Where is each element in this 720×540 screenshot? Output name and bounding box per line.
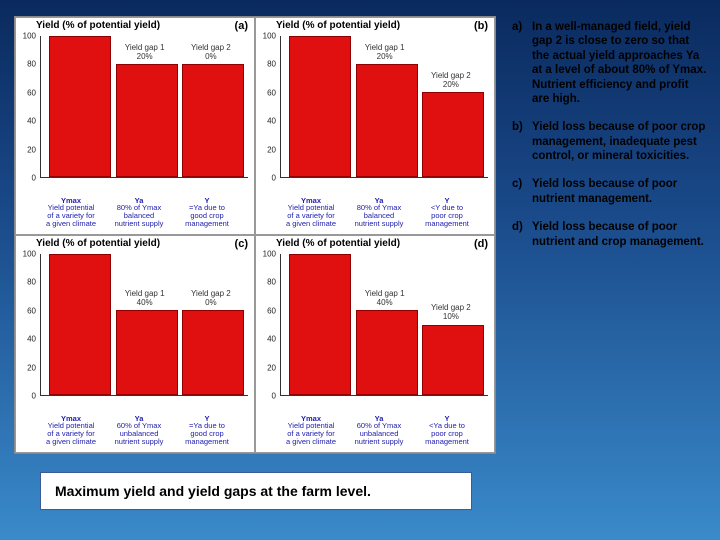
gap1-label: Yield gap 140% (120, 290, 170, 308)
gap2-label: Yield gap 210% (426, 304, 476, 322)
bar-annotation: YmaxYield potentialof a variety fora giv… (40, 415, 102, 447)
yticks: 020406080100 (20, 36, 38, 178)
note-item-a: a)In a well-managed field, yield gap 2 i… (512, 20, 708, 106)
bar (289, 36, 351, 177)
ytick: 20 (27, 145, 36, 154)
gap1-label: Yield gap 120% (360, 44, 410, 62)
note-text: Yield loss because of poor nutrient mana… (532, 177, 708, 206)
gap2-label: Yield gap 220% (426, 72, 476, 90)
yticks: 020406080100 (260, 254, 278, 396)
note-key: c) (512, 177, 532, 206)
ytick: 60 (27, 88, 36, 97)
bar-annotation: Ya60% of Ymaxunbalancednutrient supply (108, 415, 170, 447)
bar-annotation: Y<Ya due topoor cropmanagement (416, 415, 478, 447)
ytick: 0 (272, 392, 276, 401)
caption-box: Maximum yield and yield gaps at the farm… (40, 472, 472, 510)
ytick: 100 (263, 32, 276, 41)
caption-text: Maximum yield and yield gaps at the farm… (55, 483, 371, 499)
ytick: 100 (23, 250, 36, 259)
bar (49, 254, 111, 395)
note-text: Yield loss because of poor nutrient and … (532, 220, 708, 249)
ytick: 0 (32, 392, 36, 401)
ytick: 40 (267, 335, 276, 344)
bar (356, 64, 418, 177)
bar (289, 254, 351, 395)
bar-annotation: YmaxYield potentialof a variety fora giv… (40, 197, 102, 229)
ytick: 60 (27, 306, 36, 315)
bar-annotation: Ya60% of Ymaxunbalancednutrient supply (348, 415, 410, 447)
note-key: d) (512, 220, 532, 249)
yticks: 020406080100 (260, 36, 278, 178)
axis-title: Yield (% of potential yield) (276, 20, 400, 31)
plot-area: Yield gap 120% Yield gap 220% (280, 36, 488, 178)
ytick: 60 (267, 88, 276, 97)
bar (116, 310, 178, 395)
charts-panel: Yield (% of potential yield) (a) 0 20 40 60 80… (14, 16, 496, 454)
bar-annotation: Y=Ya due togood cropmanagement (176, 197, 238, 229)
panel-label: (c) (235, 238, 248, 250)
gap2-label: Yield gap 20% (186, 290, 236, 308)
notes-list: a)In a well-managed field, yield gap 2 i… (512, 20, 708, 263)
ytick: 60 (267, 306, 276, 315)
gap1-label: Yield gap 120% (120, 44, 170, 62)
panel-a: Yield (% of potential yield) (a) 0 20 40 60 80… (15, 17, 255, 235)
ytick: 20 (267, 145, 276, 154)
bar (356, 310, 418, 395)
axis-title: Yield (% of potential yield) (36, 238, 160, 249)
axis-title: Yield (% of potential yield) (276, 238, 400, 249)
bar-annotation: Ya80% of Ymaxbalancednutrient supply (348, 197, 410, 229)
ytick: 80 (267, 278, 276, 287)
panel-c: Yield (% of potential yield) (c) 0 20 40 60 80… (15, 235, 255, 453)
note-item-b: b)Yield loss because of poor crop manage… (512, 120, 708, 163)
panel-b: Yield (% of potential yield) (b) 0 20 40 60 80… (255, 17, 495, 235)
note-item-d: d)Yield loss because of poor nutrient an… (512, 220, 708, 249)
gap2-label: Yield gap 20% (186, 44, 236, 62)
note-key: a) (512, 20, 532, 106)
yticks: 020406080100 (20, 254, 38, 396)
ytick: 0 (272, 174, 276, 183)
ytick: 20 (27, 363, 36, 372)
ytick: 100 (23, 32, 36, 41)
bar-annotation: YmaxYield potentialof a variety fora giv… (280, 415, 342, 447)
note-text: In a well-managed field, yield gap 2 is … (532, 20, 708, 106)
bar-annotation: Y<Y due topoor cropmanagement (416, 197, 478, 229)
gap1-label: Yield gap 140% (360, 290, 410, 308)
bar (422, 92, 484, 177)
panel-d: Yield (% of potential yield) (d) 0 20 40 60 80… (255, 235, 495, 453)
ytick: 80 (27, 60, 36, 69)
plot-area: Yield gap 140% Yield gap 20% (40, 254, 248, 396)
bar-annotation: YmaxYield potentialof a variety fora giv… (280, 197, 342, 229)
bar-annotation: Ya80% of Ymaxbalancednutrient supply (108, 197, 170, 229)
ytick: 40 (27, 117, 36, 126)
bar (182, 310, 244, 395)
panel-label: (a) (235, 20, 248, 32)
ytick: 40 (267, 117, 276, 126)
note-item-c: c)Yield loss because of poor nutrient ma… (512, 177, 708, 206)
bar (116, 64, 178, 177)
plot-area: Yield gap 120% Yield gap 20% (40, 36, 248, 178)
bar (49, 36, 111, 177)
note-text: Yield loss because of poor crop manageme… (532, 120, 708, 163)
ytick: 100 (263, 250, 276, 259)
bar-annotation: Y=Ya due togood cropmanagement (176, 415, 238, 447)
ytick: 40 (27, 335, 36, 344)
ytick: 0 (32, 174, 36, 183)
bar (182, 64, 244, 177)
ytick: 80 (267, 60, 276, 69)
plot-area: Yield gap 140% Yield gap 210% (280, 254, 488, 396)
ytick: 20 (267, 363, 276, 372)
note-key: b) (512, 120, 532, 163)
bar (422, 325, 484, 396)
ytick: 80 (27, 278, 36, 287)
axis-title: Yield (% of potential yield) (36, 20, 160, 31)
panel-label: (d) (474, 238, 488, 250)
panel-label: (b) (474, 20, 488, 32)
chart-grid: Yield (% of potential yield) (a) 0 20 40 60 80… (15, 17, 495, 453)
